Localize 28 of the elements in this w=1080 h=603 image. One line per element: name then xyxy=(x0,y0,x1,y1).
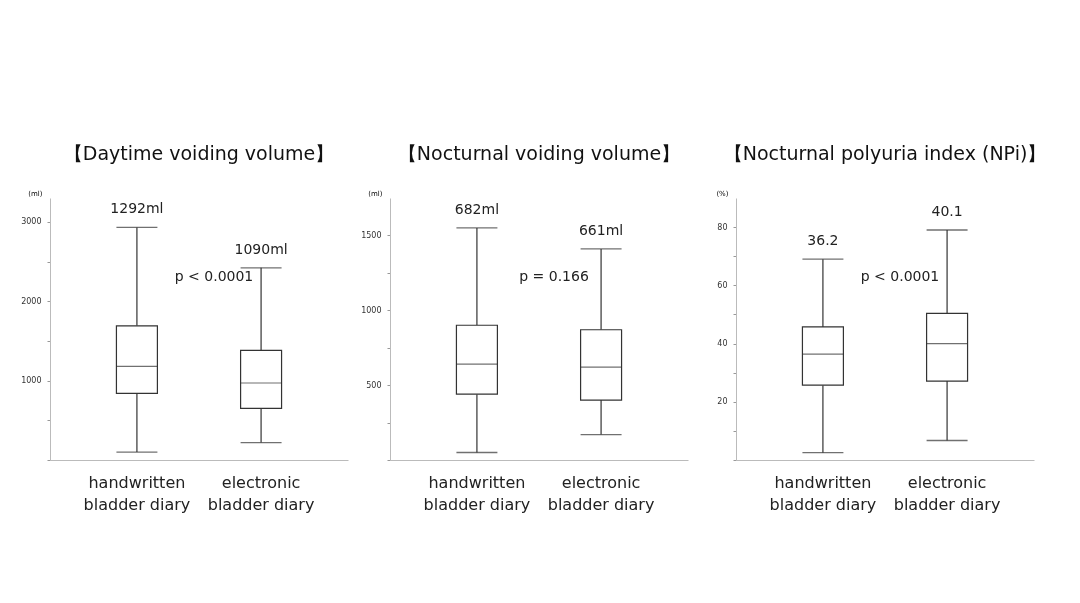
annotation: 682ml xyxy=(454,200,500,217)
y-tick-label: 40 xyxy=(717,339,728,349)
x-tick-label: handwritten bladder diary xyxy=(83,472,191,514)
y-tick-label: 1000 xyxy=(21,376,42,386)
annotation: 36.2 xyxy=(807,232,839,249)
x-tick-label: electronic bladder diary xyxy=(207,472,315,514)
annotation: 40.1 xyxy=(931,203,963,220)
y-tick-label: 2000 xyxy=(21,296,42,306)
annotation: 1090ml xyxy=(234,240,288,257)
y-tick-label: 20 xyxy=(717,397,728,407)
y-tick-label: 1500 xyxy=(361,230,382,240)
annotation: 1292ml xyxy=(110,200,164,217)
y-tick-label: 1000 xyxy=(361,305,382,315)
y-tick-label: 60 xyxy=(717,280,728,290)
chart-title: 【Nocturnal polyuria index (NPi)】 xyxy=(723,142,1047,164)
chart-title: 【Daytime voiding volume】 xyxy=(63,142,335,164)
x-tick-label: handwritten bladder diary xyxy=(769,472,877,514)
annotation: p < 0.0001 xyxy=(860,267,940,284)
chart-title: 【Nocturnal voiding volume】 xyxy=(397,142,681,164)
y-tick-label: 80 xyxy=(717,222,728,232)
x-tick-label: electronic bladder diary xyxy=(893,472,1001,514)
annotation: p < 0.0001 xyxy=(174,267,254,284)
x-tick-label: handwritten bladder diary xyxy=(423,472,531,514)
annotation: p = 0.166 xyxy=(519,267,589,284)
annotation: 661ml xyxy=(578,221,624,238)
y-tick-label: 500 xyxy=(366,380,382,390)
y-tick-label: 3000 xyxy=(21,217,42,227)
x-tick-label: electronic bladder diary xyxy=(547,472,655,514)
